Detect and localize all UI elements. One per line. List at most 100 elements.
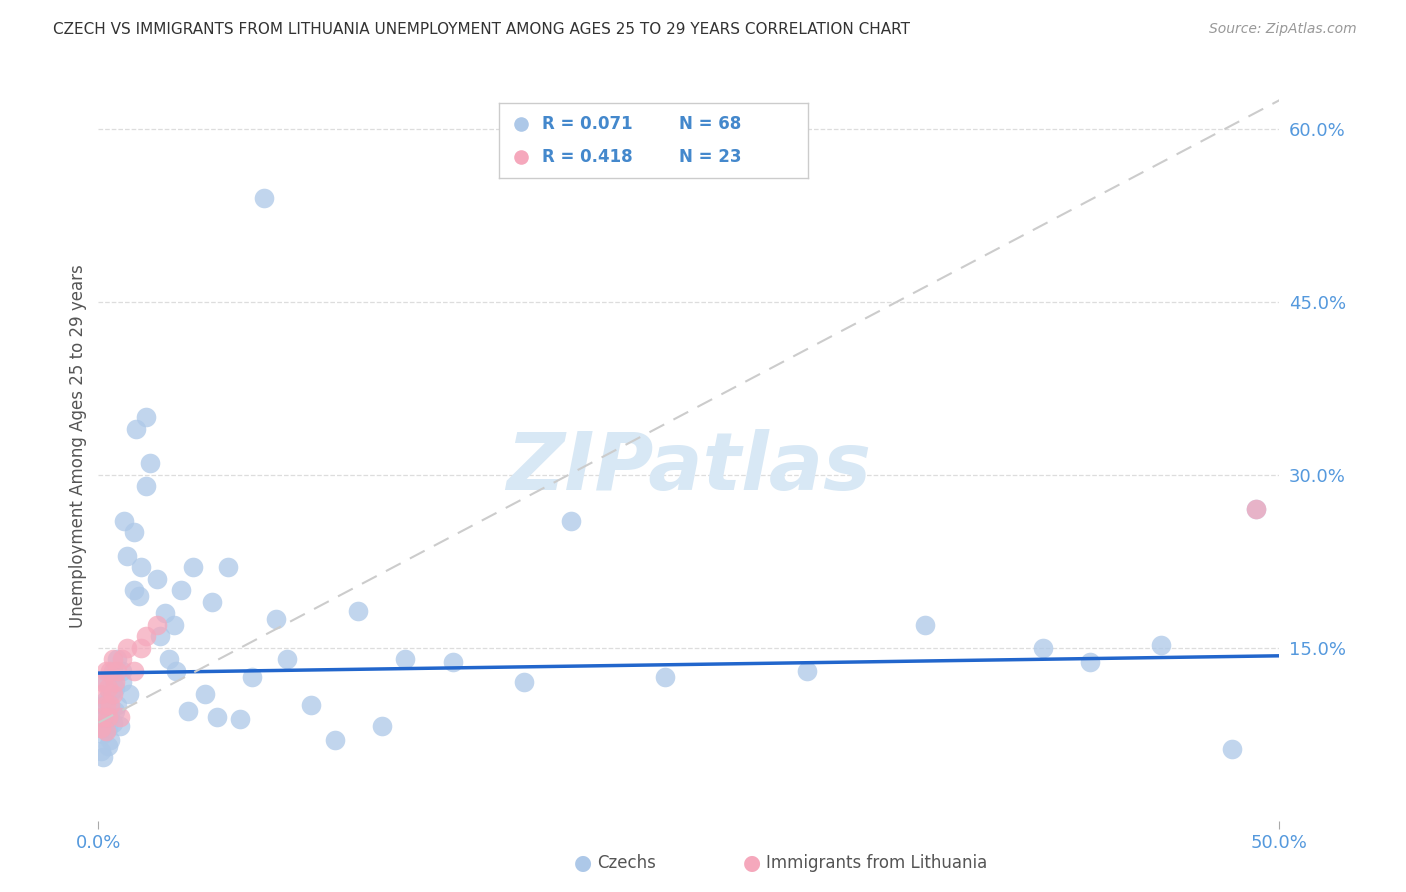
Immigrants from Lithuania (90, 722, 112, 736)
Text: N = 23: N = 23 (679, 148, 741, 166)
Text: ●: ● (575, 854, 592, 873)
Czechs (118, 687, 141, 701)
Czechs (1150, 639, 1173, 653)
Czechs (108, 719, 131, 733)
Czechs (111, 664, 134, 678)
Czechs (91, 698, 114, 713)
Czechs (129, 560, 152, 574)
Immigrants from Lithuania (97, 710, 120, 724)
Czechs (276, 652, 298, 666)
Czechs (560, 514, 582, 528)
Czechs (796, 664, 818, 678)
Immigrants from Lithuania (101, 687, 124, 701)
Text: Source: ZipAtlas.com: Source: ZipAtlas.com (1209, 22, 1357, 37)
Czechs (153, 606, 176, 620)
Immigrants from Lithuania (101, 652, 124, 666)
Czechs (512, 675, 534, 690)
Czechs (163, 617, 186, 632)
Czechs (146, 572, 169, 586)
Czechs (201, 594, 224, 608)
Czechs (135, 479, 157, 493)
Immigrants from Lithuania (98, 664, 121, 678)
Immigrants from Lithuania (1244, 502, 1267, 516)
Immigrants from Lithuania (97, 681, 120, 695)
Czechs (98, 687, 121, 701)
Czechs (111, 675, 134, 690)
Czechs (112, 514, 135, 528)
Czechs (104, 704, 127, 718)
Czechs (441, 655, 464, 669)
Czechs (98, 733, 121, 747)
Immigrants from Lithuania (91, 710, 114, 724)
Czechs (323, 733, 346, 747)
Czechs (170, 583, 193, 598)
Czechs (98, 710, 121, 724)
Immigrants from Lithuania (104, 675, 127, 690)
Text: ●: ● (744, 854, 761, 873)
Immigrants from Lithuania (94, 698, 117, 713)
Czechs (1244, 502, 1267, 516)
Immigrants from Lithuania (135, 629, 157, 643)
Czechs (115, 549, 138, 563)
Point (509, 150, 531, 164)
Czechs (91, 750, 114, 764)
Czechs (165, 664, 187, 678)
Czechs (104, 681, 127, 695)
Czechs (194, 687, 217, 701)
Czechs (205, 710, 228, 724)
Text: R = 0.418: R = 0.418 (543, 148, 633, 166)
Czechs (157, 652, 180, 666)
Immigrants from Lithuania (111, 652, 134, 666)
Czechs (94, 675, 117, 690)
Czechs (97, 722, 120, 736)
Czechs (122, 583, 145, 598)
Immigrants from Lithuania (90, 687, 112, 701)
Czechs (1220, 742, 1243, 756)
Czechs (125, 422, 148, 436)
Czechs (105, 698, 128, 713)
Y-axis label: Unemployment Among Ages 25 to 29 years: Unemployment Among Ages 25 to 29 years (69, 264, 87, 628)
Czechs (181, 560, 204, 574)
Czechs (90, 744, 112, 758)
Czechs (97, 739, 120, 753)
Text: CZECH VS IMMIGRANTS FROM LITHUANIA UNEMPLOYMENT AMONG AGES 25 TO 29 YEARS CORREL: CZECH VS IMMIGRANTS FROM LITHUANIA UNEMP… (53, 22, 911, 37)
Czechs (135, 410, 157, 425)
Immigrants from Lithuania (129, 640, 152, 655)
Immigrants from Lithuania (146, 617, 169, 632)
Czechs (229, 712, 252, 726)
Immigrants from Lithuania (98, 698, 121, 713)
Czechs (177, 704, 200, 718)
Immigrants from Lithuania (91, 675, 114, 690)
Immigrants from Lithuania (122, 664, 145, 678)
Czechs (654, 669, 676, 683)
Czechs (264, 612, 287, 626)
Czechs (90, 710, 112, 724)
Czechs (91, 727, 114, 741)
Text: N = 68: N = 68 (679, 115, 741, 133)
Immigrants from Lithuania (115, 640, 138, 655)
Immigrants from Lithuania (94, 664, 117, 678)
Czechs (253, 191, 276, 205)
Czechs (128, 589, 150, 603)
Czechs (122, 525, 145, 540)
Czechs (371, 719, 394, 733)
Czechs (90, 722, 112, 736)
Czechs (101, 664, 124, 678)
Immigrants from Lithuania (105, 664, 128, 678)
Text: Immigrants from Lithuania: Immigrants from Lithuania (766, 855, 987, 872)
Point (509, 117, 531, 131)
Czechs (1032, 640, 1054, 655)
Czechs (299, 698, 322, 713)
Czechs (347, 604, 370, 618)
Immigrants from Lithuania (108, 710, 131, 724)
Czechs (94, 692, 117, 706)
Czechs (139, 456, 162, 470)
Text: Czechs: Czechs (598, 855, 657, 872)
Text: R = 0.071: R = 0.071 (543, 115, 633, 133)
Czechs (1080, 655, 1102, 669)
Czechs (101, 715, 124, 730)
Czechs (914, 617, 936, 632)
Czechs (217, 560, 239, 574)
Text: ZIPatlas: ZIPatlas (506, 429, 872, 508)
Immigrants from Lithuania (94, 723, 117, 738)
